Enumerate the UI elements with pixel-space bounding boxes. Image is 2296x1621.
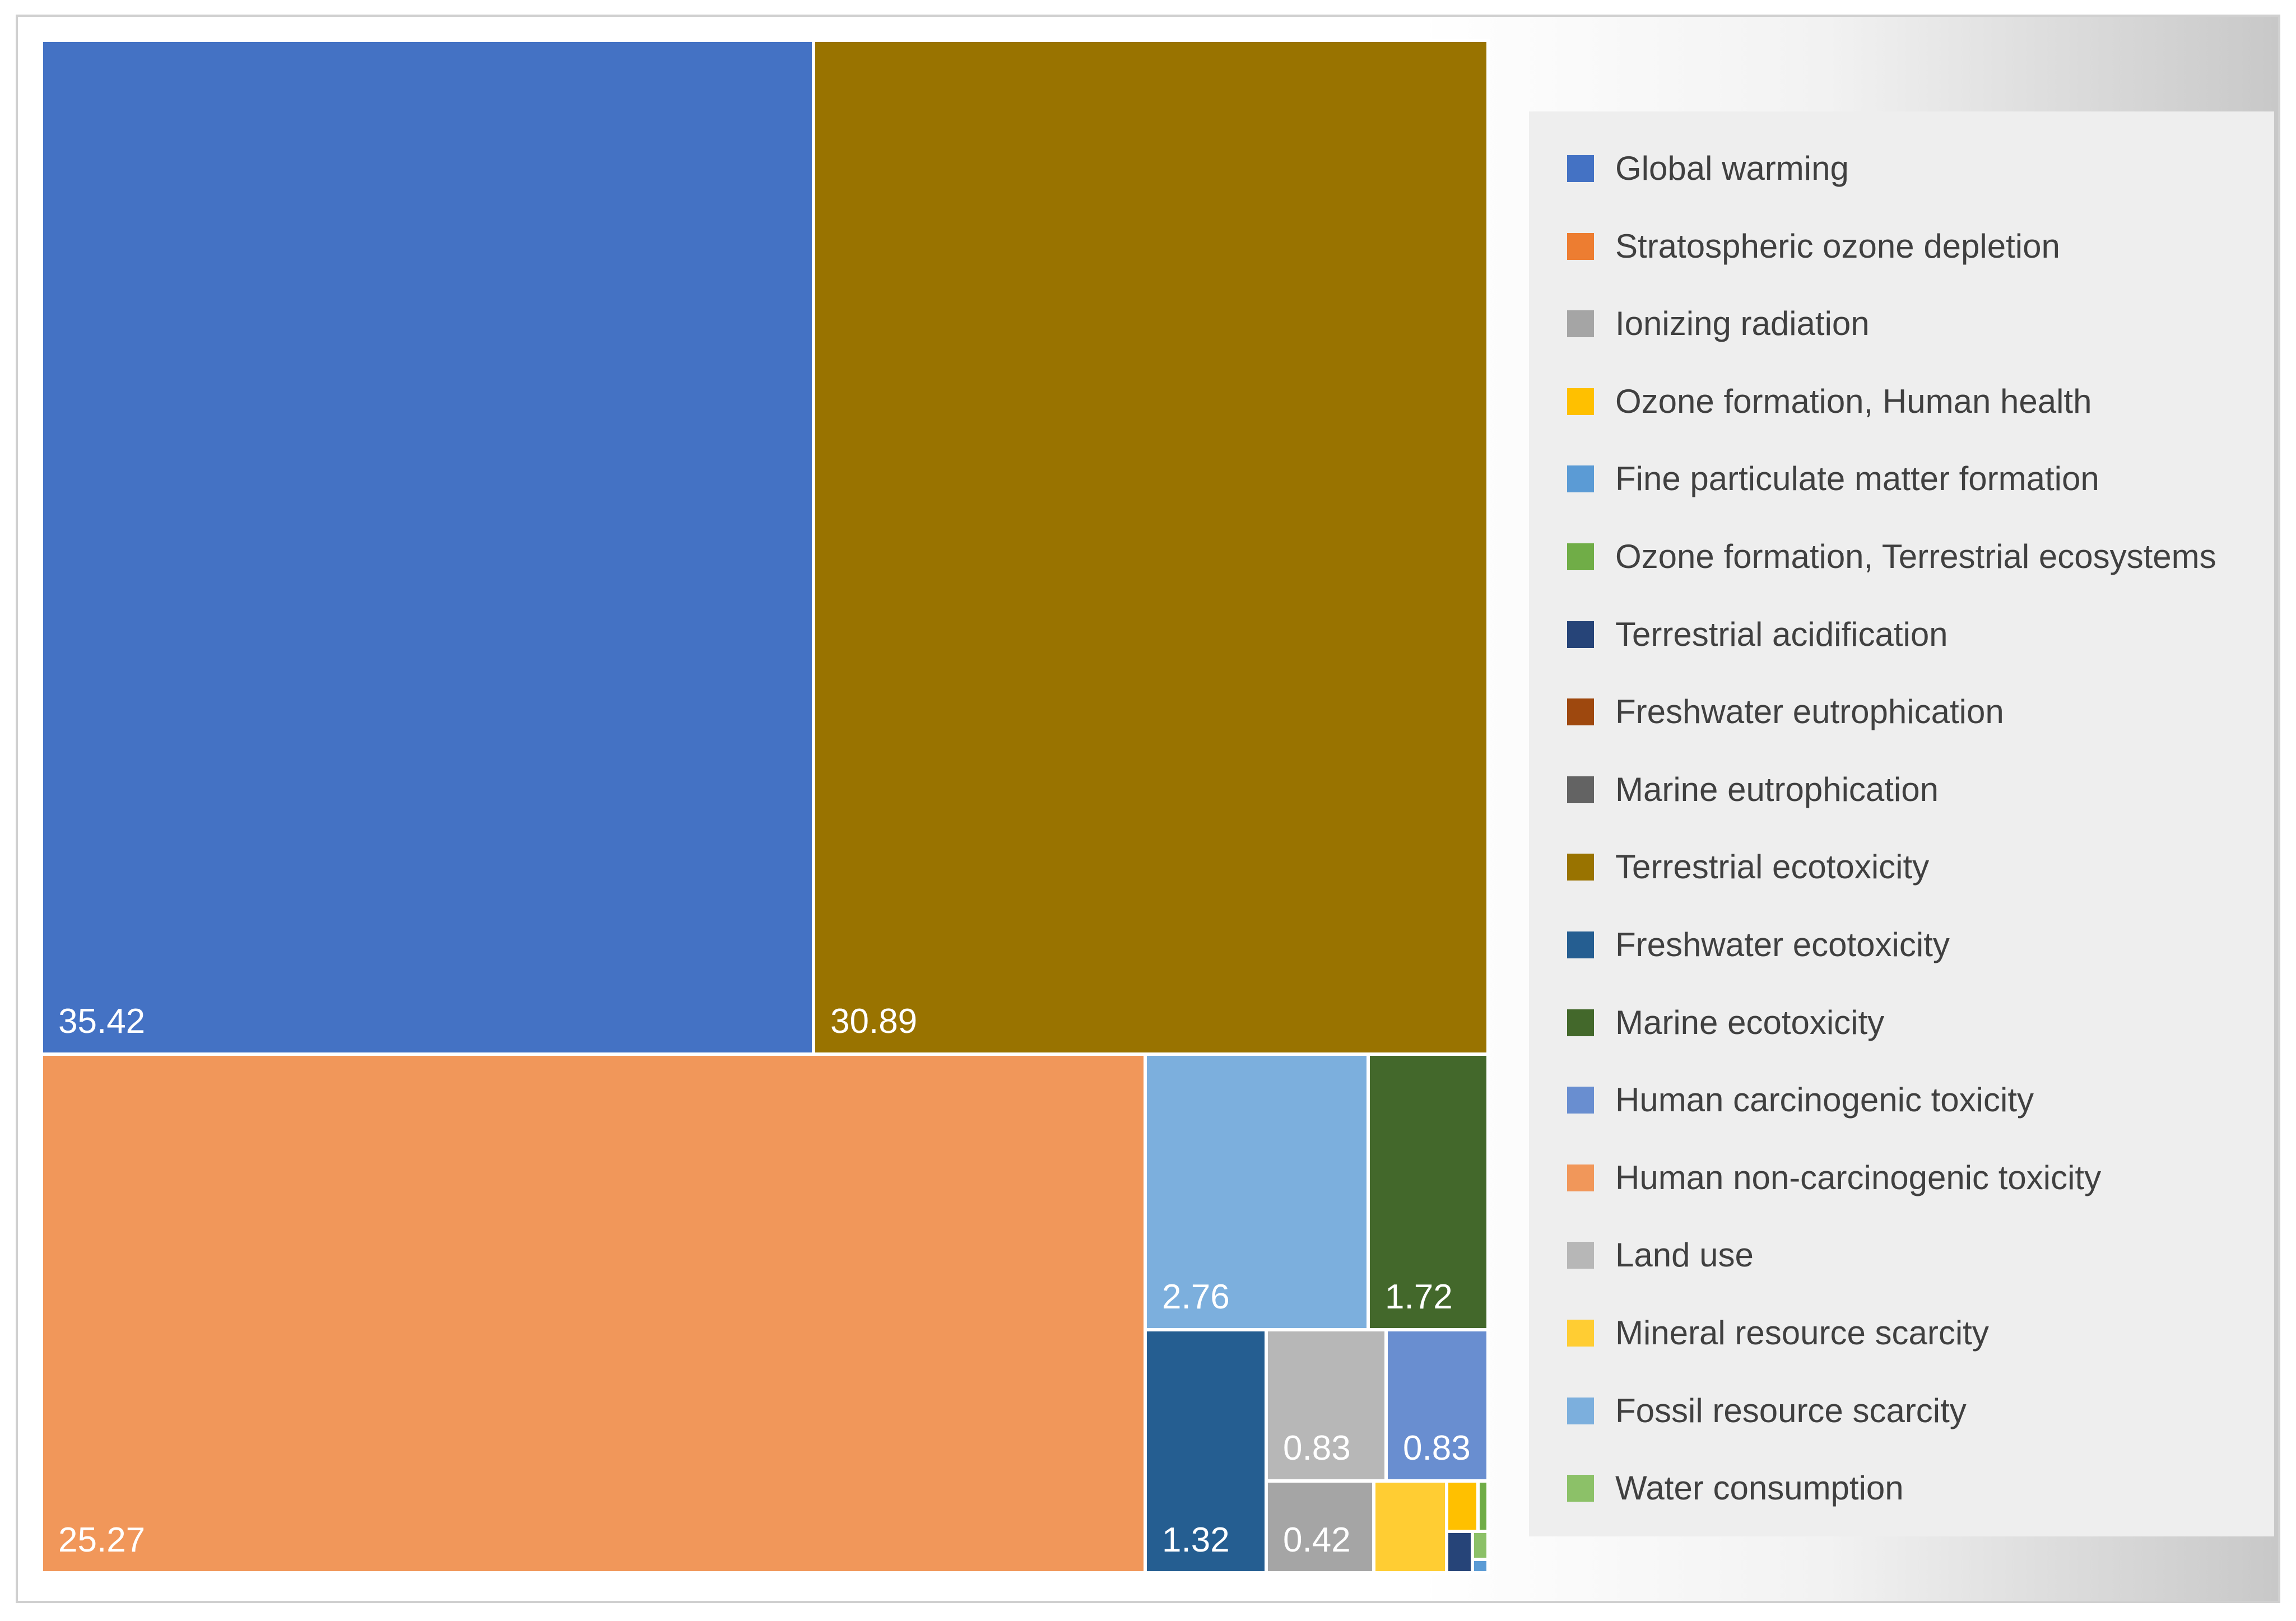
legend-swatch: [1567, 1164, 1594, 1191]
tile-global-warming: 35.42: [40, 39, 815, 1056]
tile-value-label: 35.42: [58, 1002, 145, 1041]
legend-label: Land use: [1615, 1236, 1754, 1274]
legend-label: Fossil resource scarcity: [1615, 1391, 1967, 1429]
tile-value-label: 1.72: [1385, 1278, 1453, 1316]
tile-human-carcinogenic-toxicity: 0.83: [1384, 1328, 1490, 1483]
legend-label: Freshwater eutrophication: [1615, 693, 2004, 731]
legend-swatch: [1567, 854, 1594, 881]
legend-label: Ozone formation, Terrestrial ecosystems: [1615, 538, 2216, 575]
legend-swatch: [1567, 698, 1594, 726]
tile-value-label: 0.83: [1283, 1429, 1351, 1468]
tile-value-label: 0.83: [1403, 1429, 1471, 1468]
tile-rect: [1265, 1479, 1375, 1575]
legend-swatch: [1567, 465, 1594, 493]
tile-value-label: 25.27: [58, 1521, 145, 1559]
legend-swatch: [1567, 1009, 1594, 1036]
legend-swatch: [1567, 388, 1594, 415]
legend-swatch: [1567, 621, 1594, 648]
tile-water-consumption: [1471, 1530, 1490, 1561]
tile-rect: [1367, 1052, 1490, 1331]
legend-label: Terrestrial ecotoxicity: [1615, 848, 1930, 886]
legend-label: Marine eutrophication: [1615, 770, 1939, 808]
legend-swatch: [1567, 776, 1594, 803]
legend-label: Ionizing radiation: [1615, 305, 1870, 343]
chart-frame: 35.42 30.89 25.27 2.76 1.72 1.32 0.83 0.83 0.42 …: [16, 15, 2280, 1603]
tile-terrestrial-acidification: [1445, 1530, 1474, 1575]
tile-value-label: 2.76: [1162, 1278, 1230, 1316]
tile-ionizing-radiation: 0.42: [1265, 1479, 1375, 1575]
legend: Global warming Stratospheric ozone deplet…: [1529, 111, 2274, 1536]
legend-swatch: [1567, 310, 1594, 338]
legend-swatch: [1567, 1320, 1594, 1347]
tile-ozone-formation-human-health: [1445, 1479, 1480, 1533]
legend-label: Freshwater ecotoxicity: [1615, 926, 1950, 963]
legend-swatch: [1567, 1475, 1594, 1502]
tile-rect: [40, 1052, 1147, 1575]
tile-rect: [1476, 1479, 1490, 1533]
legend-label: Water consumption: [1615, 1469, 1904, 1507]
tile-rect: [40, 39, 815, 1056]
tile-terrestrial-ecotoxicity: 30.89: [812, 39, 1490, 1056]
legend-swatch: [1567, 155, 1594, 182]
tile-fossil-resource-scarcity: 2.76: [1144, 1052, 1370, 1331]
legend-swatch: [1567, 1087, 1594, 1114]
tile-value-label: 1.32: [1162, 1521, 1230, 1559]
tile-value-label: 30.89: [830, 1002, 917, 1041]
tile-freshwater-ecotoxicity: 1.32: [1144, 1328, 1268, 1575]
tile-human-non-carcinogenic-toxicity: 25.27: [40, 1052, 1147, 1575]
legend-swatch: [1567, 543, 1594, 570]
treemap: 35.42 30.89 25.27 2.76 1.72 1.32 0.83 0.83 0.42: [40, 39, 1490, 1575]
legend-label: Mineral resource scarcity: [1615, 1314, 1989, 1352]
tile-rect: [1445, 1530, 1474, 1575]
legend-label: Global warming: [1615, 150, 1849, 187]
legend-label: Ozone formation, Human health: [1615, 382, 2092, 420]
tile-value-label: 0.42: [1283, 1521, 1351, 1559]
tile-rect: [1144, 1052, 1370, 1331]
tile-rect: [1471, 1558, 1490, 1575]
tile-marine-ecotoxicity: 1.72: [1367, 1052, 1490, 1331]
legend-label: Stratospheric ozone depletion: [1615, 227, 2060, 265]
tile-land-use: 0.83: [1265, 1328, 1388, 1483]
legend-swatch: [1567, 1397, 1594, 1424]
legend-swatch: [1567, 931, 1594, 958]
tile-rect: [812, 39, 1490, 1056]
tile-ozone-formation-terrestrial-ecosystems: [1476, 1479, 1490, 1533]
tile-rect: [1144, 1328, 1268, 1575]
legend-swatch: [1567, 232, 1594, 260]
tile-mineral-resource-scarcity: [1372, 1479, 1448, 1575]
tile-rect: [1471, 1530, 1490, 1561]
tile-rect: [1372, 1479, 1448, 1575]
legend-label: Marine ecotoxicity: [1615, 1003, 1885, 1041]
tile-rect: [1445, 1479, 1480, 1533]
legend-label: Fine particulate matter formation: [1615, 460, 2099, 498]
legend-swatch: [1567, 1242, 1594, 1269]
legend-label: Human carcinogenic toxicity: [1615, 1081, 2034, 1119]
tile-fine-particulate-matter-formation: [1471, 1558, 1490, 1575]
legend-label: Terrestrial acidification: [1615, 615, 1948, 653]
legend-label: Human non-carcinogenic toxicity: [1615, 1158, 2102, 1196]
